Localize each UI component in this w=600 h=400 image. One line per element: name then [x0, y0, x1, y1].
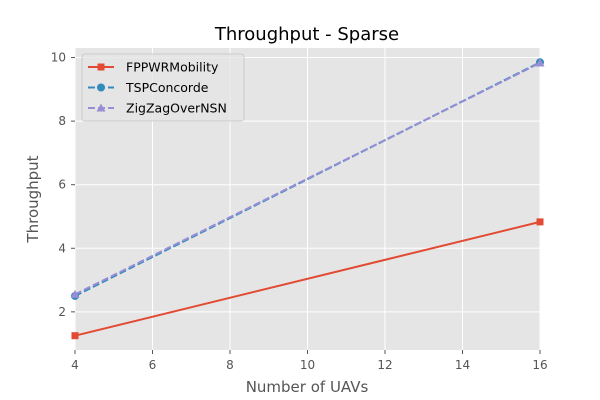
series-zigzagovernsn [70, 58, 545, 298]
x-tick-label: 14 [455, 358, 470, 372]
chart-title: Throughput - Sparse [214, 24, 399, 45]
x-axis-label: Number of UAVs [246, 378, 369, 396]
series-fppwrmobility [71, 218, 544, 340]
y-axis-label: Throughput [24, 155, 42, 243]
series-line [74, 220, 541, 337]
series-line [74, 62, 541, 296]
x-tick-label: 16 [532, 358, 547, 372]
x-tick-label: 12 [377, 358, 392, 372]
legend: FPPWRMobility TSPConcorde ZigZagOverNSN [81, 53, 245, 122]
y-tick-label: 4 [58, 241, 66, 255]
x-tick-label: 6 [149, 358, 157, 372]
x-tick-label: 10 [300, 358, 315, 372]
data-point-marker [70, 289, 80, 298]
legend-entry: TSPConcorde [88, 80, 209, 95]
data-point-marker [535, 58, 545, 67]
data-point-marker [536, 218, 544, 226]
x-tick-label: 8 [226, 358, 234, 372]
legend-marker [97, 83, 105, 92]
legend-label: ZigZagOverNSN [126, 101, 227, 116]
y-tick-label: 10 [51, 51, 66, 65]
legend-marker [97, 63, 105, 71]
legend-entry: FPPWRMobility [88, 60, 219, 75]
x-tick-label: 4 [71, 358, 79, 372]
y-tick-label: 2 [58, 305, 66, 319]
legend-label: TSPConcorde [125, 80, 209, 95]
legend-box [81, 53, 245, 122]
y-tick-label: 8 [58, 114, 66, 128]
legend-marker [96, 103, 106, 112]
series-layer [70, 58, 545, 340]
y-axis-ticks: 2 4 6 8 10 [51, 51, 75, 319]
x-axis-ticks: 4 6 8 10 12 14 16 [71, 350, 548, 372]
legend-entry: ZigZagOverNSN [88, 101, 227, 116]
legend-label: FPPWRMobility [126, 60, 219, 75]
data-point-marker [71, 332, 79, 340]
y-tick-label: 6 [58, 178, 66, 192]
